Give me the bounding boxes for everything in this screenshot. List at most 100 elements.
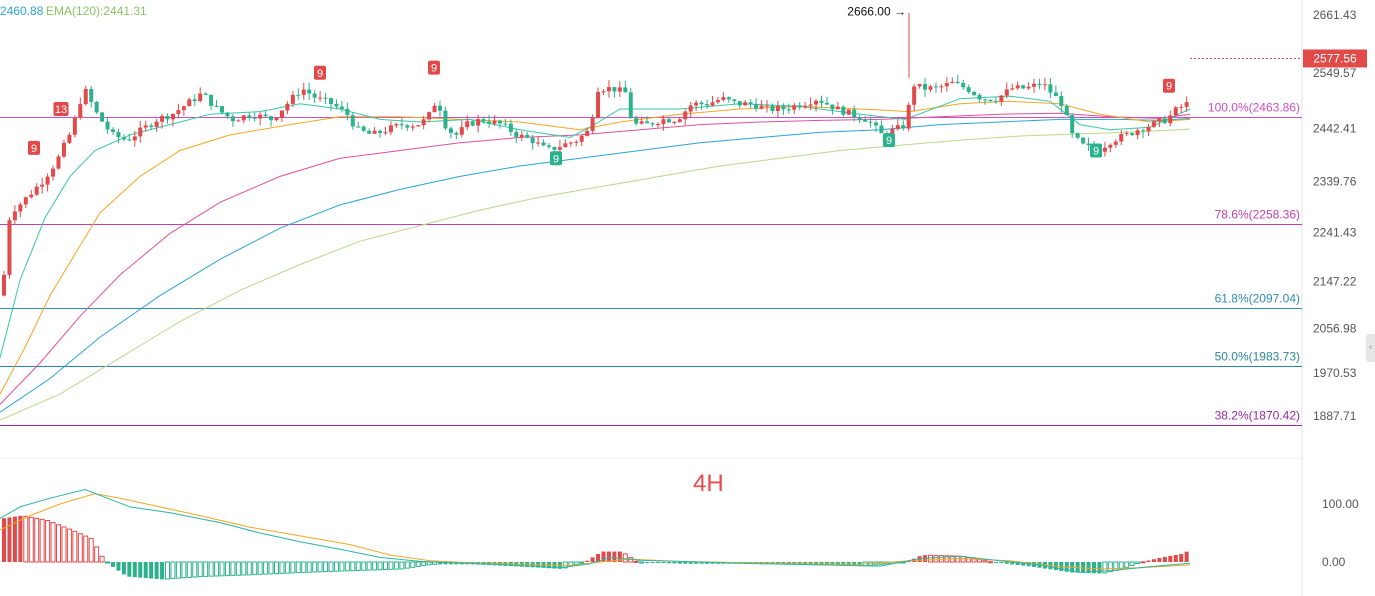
candle-body — [1032, 83, 1037, 87]
macd-histogram-bar — [99, 555, 105, 563]
candle-body — [852, 109, 857, 117]
candle-body — [617, 87, 622, 92]
current-price-tag — [1303, 49, 1367, 68]
macd-histogram-bar — [306, 561, 312, 573]
candle-body — [100, 112, 105, 122]
macd-histogram-bar — [1179, 554, 1184, 562]
candle-body — [552, 146, 557, 150]
candle-body — [61, 142, 66, 157]
candle-body — [318, 97, 323, 99]
candle-body — [530, 137, 535, 144]
candle-body — [519, 134, 524, 138]
candle-body — [258, 114, 263, 119]
macd-histogram-bar — [1004, 562, 1009, 564]
candle-body — [1173, 107, 1178, 116]
candle-body — [405, 125, 410, 128]
candle-body — [993, 101, 998, 103]
fib-label: 61.8%(2097.04) — [1215, 292, 1300, 306]
candle-body — [274, 117, 279, 121]
macd-histogram-bar — [252, 561, 258, 576]
macd-histogram-bar — [1157, 557, 1162, 562]
candle-body — [367, 130, 372, 134]
macd-histogram-bar — [699, 562, 704, 564]
y-axis-tick: 1970.53 — [1313, 366, 1357, 380]
macd-histogram-bar — [23, 515, 29, 563]
candle-body — [29, 194, 34, 198]
candle-body — [116, 131, 121, 138]
high-price-marker: 2666.00 → — [847, 5, 906, 19]
td-marker — [1163, 78, 1175, 93]
candle-body — [645, 121, 650, 124]
macd-histogram-bar — [323, 561, 329, 573]
macd-histogram-bar — [993, 562, 998, 563]
candle-body — [808, 104, 813, 106]
candle-body — [721, 97, 726, 101]
td-marker — [28, 140, 40, 155]
panel-collapse-handle[interactable]: ‹ — [1366, 334, 1375, 362]
macd-histogram-bar — [426, 561, 432, 566]
candle-body — [443, 110, 448, 129]
macd-histogram-bar — [39, 518, 45, 563]
candle-body — [1141, 130, 1146, 132]
macd-histogram-bar — [350, 561, 356, 572]
candle-body — [220, 106, 224, 113]
macd-histogram-bar — [154, 562, 159, 579]
candle-body — [557, 147, 562, 150]
macd-histogram-bar — [1146, 560, 1151, 562]
candle-body — [677, 119, 682, 122]
candle-body — [650, 123, 655, 125]
macd-histogram-bar — [279, 561, 285, 574]
macd-histogram-bar — [666, 562, 671, 564]
macd-histogram-bar — [181, 561, 187, 579]
candle-body — [23, 197, 28, 205]
macd-histogram-bar — [284, 561, 290, 574]
macd-histogram-bar — [999, 562, 1004, 564]
candle-body — [961, 83, 966, 88]
macd-histogram-bar — [1010, 562, 1015, 565]
macd-histogram-bar — [339, 561, 345, 572]
td-marker-label: 9 — [553, 153, 559, 165]
macd-histogram-bar — [61, 526, 67, 563]
candle-body — [999, 95, 1004, 102]
macd-histogram-bar — [333, 561, 339, 572]
candle-body — [230, 116, 235, 122]
macd-histogram-bar — [355, 561, 361, 571]
y-axis-tick: 2549.57 — [1313, 66, 1357, 80]
candle-body — [1168, 115, 1173, 124]
candle-body — [149, 125, 154, 127]
macd-histogram-bar — [116, 562, 121, 571]
candle-body — [459, 127, 464, 135]
candle-body — [203, 93, 208, 95]
macd-histogram-bar — [710, 562, 715, 564]
candle-body — [656, 123, 660, 125]
macd-histogram-bar — [208, 561, 214, 577]
candle-body — [1064, 106, 1069, 116]
candle-body — [1157, 118, 1162, 122]
candle-body — [165, 115, 170, 120]
candle-body — [421, 119, 426, 126]
candle-body — [214, 105, 219, 107]
candle-body — [143, 125, 148, 128]
candle-body — [187, 99, 192, 107]
candle-body — [879, 125, 884, 134]
candle-body — [67, 134, 72, 143]
y-axis-tick: 1887.71 — [1313, 409, 1357, 423]
candle-body — [160, 115, 165, 122]
td-marker-label: 9 — [886, 135, 892, 147]
candle-body — [290, 94, 295, 104]
macd-histogram-bar — [127, 562, 132, 577]
td-marker-label: 9 — [431, 63, 437, 75]
candle-body — [835, 106, 840, 110]
td-marker-label: 9 — [1093, 145, 1099, 157]
macd-histogram-bar — [1184, 551, 1189, 562]
macd-histogram-bar — [677, 562, 682, 564]
candle-body — [590, 117, 595, 131]
candle-body — [427, 112, 432, 120]
candle-body — [416, 125, 421, 127]
fib-label: 100.0%(2463.86) — [1208, 101, 1300, 115]
candle-body — [350, 115, 355, 127]
candle-body — [585, 130, 590, 136]
candle-body — [225, 112, 230, 117]
macd-histogram-bar — [143, 562, 148, 579]
